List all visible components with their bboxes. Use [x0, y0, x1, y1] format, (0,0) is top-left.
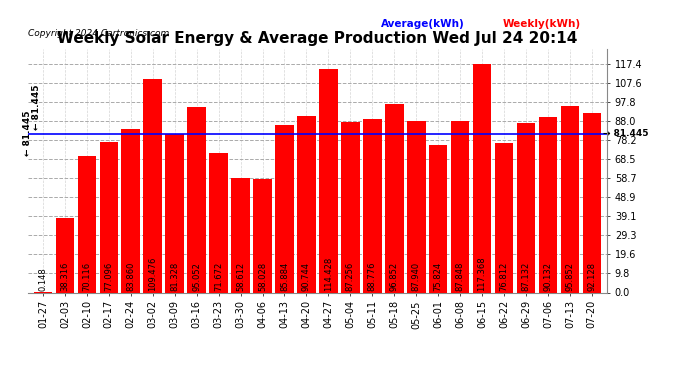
Text: ← 81.445: ← 81.445	[23, 111, 32, 156]
Text: 76.812: 76.812	[500, 261, 509, 291]
Text: 0.148: 0.148	[39, 267, 48, 291]
Bar	[319, 69, 337, 292]
Text: 87.848: 87.848	[455, 261, 464, 291]
Bar	[517, 123, 535, 292]
Bar	[253, 179, 272, 292]
Text: 58.612: 58.612	[236, 261, 245, 291]
Bar	[275, 125, 294, 292]
Bar	[560, 106, 579, 292]
Text: 58.028: 58.028	[258, 261, 267, 291]
Text: Weekly(kWh): Weekly(kWh)	[503, 19, 581, 29]
Text: 95.052: 95.052	[192, 262, 201, 291]
Bar	[77, 156, 96, 292]
Bar	[231, 178, 250, 292]
Text: 96.852: 96.852	[390, 261, 399, 291]
Text: 38.316: 38.316	[61, 261, 70, 291]
Bar	[209, 153, 228, 292]
Text: 77.096: 77.096	[104, 261, 113, 291]
Bar	[341, 122, 359, 292]
Text: 87.940: 87.940	[412, 261, 421, 291]
Bar	[121, 129, 140, 292]
Text: 87.132: 87.132	[522, 261, 531, 291]
Text: 71.672: 71.672	[214, 261, 223, 291]
Text: 75.824: 75.824	[433, 261, 443, 291]
Text: 70.116: 70.116	[82, 261, 91, 291]
Text: 90.132: 90.132	[544, 261, 553, 291]
Text: 92.128: 92.128	[587, 261, 596, 291]
Bar	[495, 143, 513, 292]
Bar	[363, 119, 382, 292]
Text: → 81.445: → 81.445	[603, 129, 649, 138]
Text: 114.428: 114.428	[324, 256, 333, 291]
Text: 90.744: 90.744	[302, 261, 311, 291]
Bar	[385, 104, 404, 292]
Bar	[451, 121, 469, 292]
Bar	[166, 134, 184, 292]
Text: 95.852: 95.852	[565, 261, 574, 291]
Bar	[187, 107, 206, 292]
Bar	[473, 64, 491, 292]
Text: 117.368: 117.368	[477, 256, 486, 291]
Bar	[56, 218, 75, 292]
Bar	[428, 145, 448, 292]
Text: 81.328: 81.328	[170, 261, 179, 291]
Bar	[407, 121, 426, 292]
Text: Copyright 2024 Cartronics.com: Copyright 2024 Cartronics.com	[28, 28, 169, 38]
Text: 87.256: 87.256	[346, 261, 355, 291]
Text: ← 81.445: ← 81.445	[32, 84, 41, 130]
Bar	[539, 117, 558, 292]
Text: 88.776: 88.776	[368, 261, 377, 291]
Text: 83.860: 83.860	[126, 261, 135, 291]
Title: Weekly Solar Energy & Average Production Wed Jul 24 20:14: Weekly Solar Energy & Average Production…	[57, 31, 578, 46]
Bar	[99, 142, 118, 292]
Bar	[582, 113, 601, 292]
Text: 85.884: 85.884	[280, 261, 289, 291]
Bar	[297, 116, 316, 292]
Text: Average(kWh): Average(kWh)	[381, 19, 465, 29]
Bar	[144, 79, 162, 292]
Text: 109.476: 109.476	[148, 256, 157, 291]
